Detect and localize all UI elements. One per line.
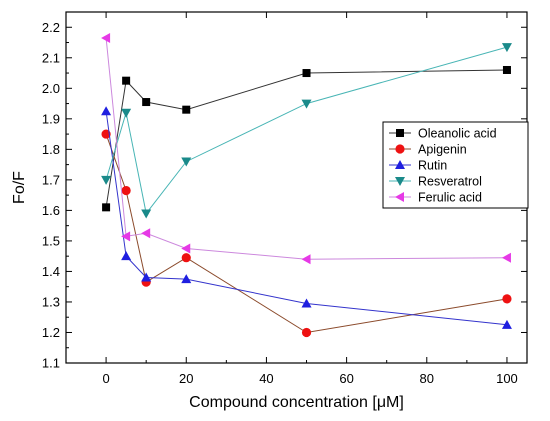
data-point bbox=[502, 294, 512, 304]
data-point bbox=[501, 252, 511, 263]
series-line bbox=[105, 69, 508, 208]
data-point bbox=[122, 76, 131, 85]
data-point bbox=[141, 228, 151, 239]
y-tick-label: 1.3 bbox=[42, 294, 60, 309]
legend-item: Resveratrol bbox=[389, 175, 482, 189]
y-tick-label: 1.4 bbox=[42, 264, 60, 279]
series-line bbox=[105, 37, 508, 260]
legend: Oleanolic acid Apigenin Rutin Resveratrol Fe… bbox=[382, 121, 529, 209]
y-tick-label: 2.0 bbox=[42, 81, 60, 96]
data-point bbox=[301, 327, 312, 338]
legend-marker bbox=[395, 144, 405, 154]
series-layer bbox=[101, 32, 512, 338]
y-axis-label: Fo/F bbox=[11, 171, 28, 204]
data-point bbox=[502, 65, 511, 74]
legend-item: Ferulic acid bbox=[389, 191, 482, 205]
series-line bbox=[105, 133, 508, 334]
legend-item: Rutin bbox=[389, 159, 447, 173]
series-resveratrol bbox=[101, 43, 512, 219]
series-ferulic-acid bbox=[101, 32, 511, 265]
y-tick-label: 1.8 bbox=[42, 142, 60, 157]
x-tick-label: 60 bbox=[339, 371, 353, 386]
data-point bbox=[181, 157, 192, 167]
data-point bbox=[182, 105, 191, 114]
y-tick-label: 1.1 bbox=[42, 356, 60, 371]
data-point bbox=[121, 185, 131, 196]
axes: 0 20 40 60 80 100 1.1 1.2 1.3 1.4 1.5 1.6 1.7 1.8 1.9 2… bbox=[42, 11, 528, 386]
series-line bbox=[105, 46, 508, 215]
x-tick-label: 80 bbox=[420, 371, 434, 386]
data-point bbox=[121, 251, 132, 261]
series-line bbox=[105, 111, 508, 326]
data-point bbox=[101, 175, 112, 185]
legend-label: Ferulic acid bbox=[418, 191, 482, 205]
legend-item: Apigenin bbox=[389, 143, 467, 157]
x-tick-label: 40 bbox=[259, 371, 273, 386]
legend-marker bbox=[395, 192, 404, 202]
y-tick-label: 2.2 bbox=[42, 20, 60, 35]
y-tick-label: 1.2 bbox=[42, 325, 60, 340]
series-oleanolic-acid bbox=[102, 65, 511, 212]
legend-label: Apigenin bbox=[418, 143, 467, 157]
x-axis-label: Compound concentration [μM] bbox=[189, 394, 404, 411]
data-point bbox=[181, 274, 192, 284]
data-point bbox=[121, 231, 131, 242]
legend-label: Resveratrol bbox=[418, 175, 482, 189]
x-tick-label: 100 bbox=[496, 371, 518, 386]
data-point bbox=[181, 253, 191, 263]
data-point bbox=[142, 98, 151, 107]
legend-label: Oleanolic acid bbox=[418, 127, 497, 141]
legend-item: Oleanolic acid bbox=[389, 127, 497, 141]
data-point bbox=[301, 99, 312, 109]
data-point bbox=[101, 106, 112, 116]
data-point bbox=[302, 69, 311, 78]
y-tick-label: 1.9 bbox=[42, 111, 60, 126]
legend-marker bbox=[395, 160, 405, 169]
data-point bbox=[141, 272, 152, 282]
data-point bbox=[141, 209, 152, 219]
data-point bbox=[301, 254, 311, 265]
data-point bbox=[301, 298, 312, 308]
x-tick-label: 0 bbox=[102, 371, 109, 386]
y-tick-label: 1.5 bbox=[42, 233, 60, 248]
x-tick-label: 20 bbox=[179, 371, 193, 386]
y-tick-label: 2.1 bbox=[42, 50, 60, 65]
data-point bbox=[501, 43, 512, 53]
data-point bbox=[181, 243, 191, 254]
y-tick-label: 1.6 bbox=[42, 203, 60, 218]
data-point bbox=[101, 32, 111, 43]
y-tick-label: 1.7 bbox=[42, 172, 60, 187]
data-point bbox=[101, 129, 111, 139]
series-rutin bbox=[101, 106, 512, 329]
data-point bbox=[121, 108, 132, 118]
data-point bbox=[102, 203, 111, 212]
data-point bbox=[501, 319, 512, 329]
legend-label: Rutin bbox=[418, 159, 447, 173]
legend-marker bbox=[396, 129, 404, 137]
legend-marker bbox=[395, 177, 405, 186]
